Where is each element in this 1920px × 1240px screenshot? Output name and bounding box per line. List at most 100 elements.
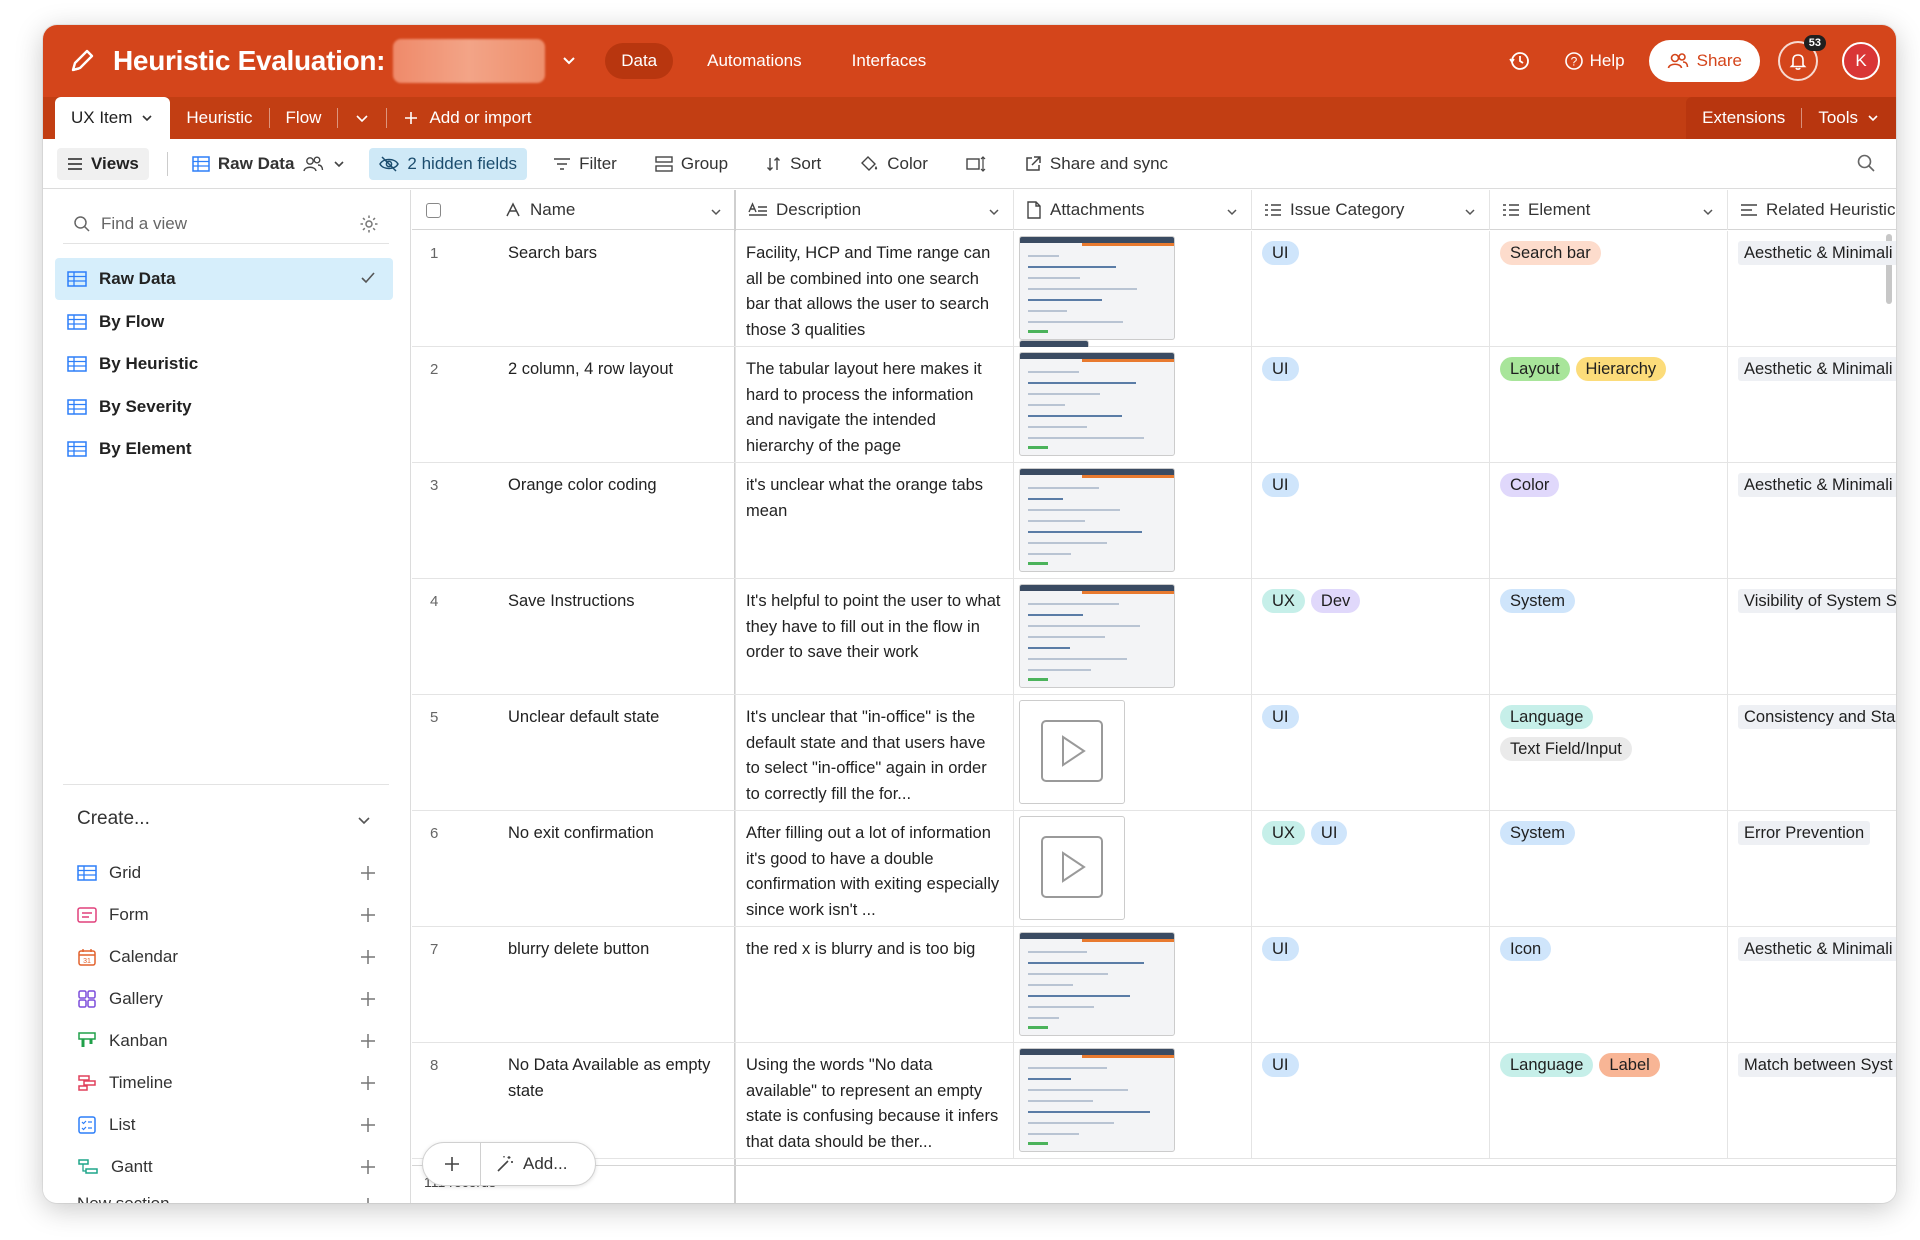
description-cell[interactable]: The tabular layout here makes it hard to… [736,347,1014,463]
element-cell[interactable]: Search bar [1490,231,1728,347]
share-button[interactable]: Share [1648,40,1760,82]
hidden-fields-button[interactable]: 2 hidden fields [369,147,528,180]
element-cell[interactable]: Language Text Field/Input [1490,695,1728,811]
heuristic-link[interactable]: Match between Syst [1738,1053,1896,1077]
name-cell[interactable]: No exit confirmation [492,811,736,927]
issue-category-cell[interactable]: UI [1252,695,1490,811]
attachments-cell[interactable] [1014,463,1252,579]
notifications-button[interactable]: 53 [1778,35,1826,81]
create-gallery[interactable]: Gallery [77,984,377,1014]
attachments-cell[interactable] [1014,1043,1252,1159]
create-kanban[interactable]: Kanban [77,1026,377,1056]
attachments-cell[interactable] [1014,579,1252,695]
create-grid[interactable]: Grid [77,858,377,888]
attachments-cell[interactable] [1014,695,1252,811]
element-cell[interactable]: System [1490,811,1728,927]
extensions-button[interactable]: Extensions [1702,108,1786,127]
heuristic-link[interactable]: Visibility of System S [1738,589,1896,613]
gear-icon[interactable] [359,214,379,239]
table-row[interactable]: 6 No exit confirmation After filling out a… [412,811,1896,927]
more-tables-chevron-icon[interactable] [338,97,386,139]
attachments-cell[interactable] [1014,811,1252,927]
new-section-button[interactable]: New section [77,1194,377,1203]
help-button[interactable]: ? Help [1564,51,1625,71]
base-title[interactable]: Heuristic Evaluation: [113,45,386,76]
name-cell[interactable]: blurry delete button [492,927,736,1043]
issue-category-cell[interactable]: UI [1252,347,1490,463]
table-tab-flow[interactable]: Flow [285,108,322,127]
history-icon[interactable] [1508,49,1532,73]
add-record-button[interactable] [423,1142,481,1186]
sidebar-view-raw-data[interactable]: Raw Data [55,258,393,300]
description-cell[interactable]: Using the words "No data available" to r… [736,1043,1014,1159]
description-cell[interactable]: It's helpful to point the user to what t… [736,579,1014,695]
row-height-button[interactable] [956,150,996,178]
create-form[interactable]: Form [77,900,377,930]
element-cell[interactable]: Layout Hierarchy [1490,347,1728,463]
current-view-button[interactable]: Raw Data [182,148,357,180]
heuristic-link[interactable]: Aesthetic & Minimali [1738,937,1896,961]
issue-category-cell[interactable]: UX UI [1252,811,1490,927]
chevron-down-icon[interactable] [356,812,372,833]
sidebar-view-by-heuristic[interactable]: By Heuristic [55,343,393,385]
heuristic-link[interactable]: Consistency and Sta [1738,705,1896,729]
sidebar-view-by-flow[interactable]: By Flow [55,301,393,343]
color-button[interactable]: Color [849,148,938,180]
related-heuristic-cell[interactable]: Aesthetic & Minimali [1728,927,1896,1043]
related-heuristic-cell[interactable]: Aesthetic & Minimali [1728,463,1896,579]
name-cell[interactable]: Unclear default state [492,695,736,811]
related-heuristic-cell[interactable]: Error Prevention [1728,811,1896,927]
description-cell[interactable]: After filling out a lot of information i… [736,811,1014,927]
attachment-thumbnail[interactable] [1019,1048,1175,1152]
element-cell[interactable]: Color [1490,463,1728,579]
search-icon[interactable] [1856,153,1876,178]
table-row[interactable]: 7 blurry delete button the red x is blurry… [412,927,1896,1043]
issue-category-cell[interactable]: UI [1252,1043,1490,1159]
table-row[interactable]: 8 No Data Available as empty state Using t… [412,1043,1896,1159]
create-list[interactable]: List [77,1110,377,1140]
pencil-icon[interactable] [67,46,97,76]
element-cell[interactable]: System [1490,579,1728,695]
column-header-issue-category[interactable]: Issue Category [1252,190,1490,230]
description-cell[interactable]: the red x is blurry and is too big [736,927,1014,1043]
issue-category-cell[interactable]: UI [1252,927,1490,1043]
heuristic-link[interactable]: Error Prevention [1738,821,1871,845]
sort-button[interactable]: Sort [756,148,831,180]
column-header-element[interactable]: Element [1490,190,1728,230]
tools-button[interactable]: Tools [1802,97,1896,139]
nav-tab-automations[interactable]: Automations [707,51,802,70]
select-all-checkbox[interactable] [426,202,441,218]
attachment-thumbnail[interactable] [1019,340,1089,347]
related-heuristic-cell[interactable]: Consistency and Sta [1728,695,1896,811]
heuristic-link[interactable]: Aesthetic & Minimali [1738,241,1896,265]
related-heuristic-cell[interactable]: Aesthetic & Minimali [1728,347,1896,463]
attachments-cell[interactable] [1014,347,1252,463]
views-toggle-button[interactable]: Views [57,147,149,180]
name-cell[interactable]: 2 column, 4 row layout [492,347,736,463]
issue-category-cell[interactable]: UX Dev [1252,579,1490,695]
vertical-scrollbar[interactable] [1886,234,1892,304]
attachment-thumbnail[interactable] [1019,584,1175,688]
name-cell[interactable]: Save Instructions [492,579,736,695]
table-row[interactable]: 3 Orange color coding it's unclear what th… [412,463,1896,579]
video-attachment[interactable] [1019,816,1125,920]
name-cell[interactable]: Search bars [492,231,736,347]
related-heuristic-cell[interactable]: Visibility of System S [1728,579,1896,695]
add-with-ai-button[interactable]: Add... [481,1154,567,1174]
find-view-input[interactable]: Find a view [63,204,389,244]
name-cell[interactable]: No Data Available as empty state [492,1043,736,1159]
create-timeline[interactable]: Timeline [77,1068,377,1098]
table-tab-heuristic[interactable]: Heuristic [186,108,253,127]
attachments-cell[interactable] [1014,231,1252,347]
table-row[interactable]: 2 2 column, 4 row layout The tabular layou… [412,347,1896,463]
create-header[interactable]: Create... [77,808,150,829]
table-row[interactable]: 5 Unclear default state It's unclear that … [412,695,1896,811]
description-cell[interactable]: Facility, HCP and Time range can all be … [736,231,1014,347]
share-and-sync-button[interactable]: Share and sync [1014,148,1178,180]
element-cell[interactable]: Language Label [1490,1043,1728,1159]
video-attachment[interactable] [1019,700,1125,804]
heuristic-link[interactable]: Aesthetic & Minimali [1738,357,1896,381]
issue-category-cell[interactable]: UI [1252,463,1490,579]
sidebar-view-by-element[interactable]: By Element [55,428,393,470]
table-row[interactable]: 4 Save Instructions It's helpful to point … [412,579,1896,695]
